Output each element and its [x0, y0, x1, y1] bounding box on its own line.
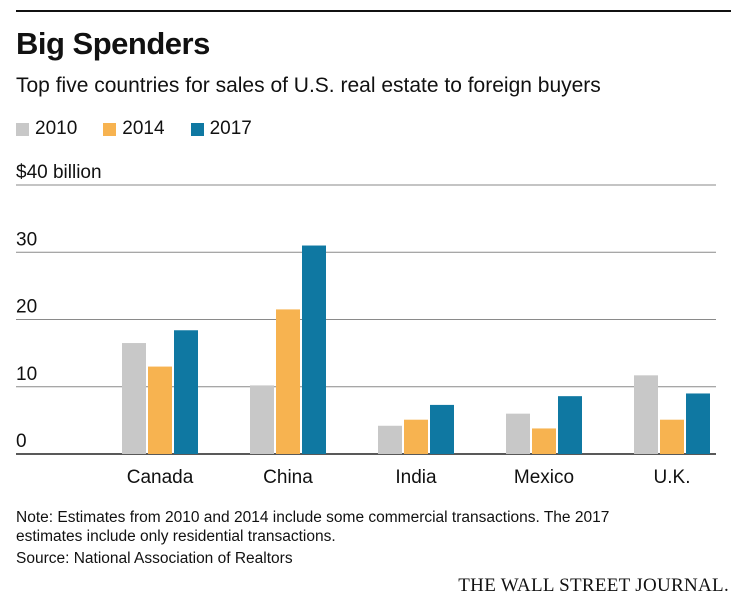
bar-china-2010: [250, 385, 274, 454]
legend-swatch-2010: [16, 122, 29, 136]
bar-india-2014: [404, 419, 428, 454]
bar-canada-2010: [122, 343, 146, 454]
y-tick-label: 20: [16, 297, 37, 318]
publisher-logo: THE WALL STREET JOURNAL.: [458, 575, 729, 596]
y-tick-label: $40 billion: [16, 162, 102, 183]
x-tick-label: Canada: [127, 467, 194, 488]
chart-note: Note: Estimates from 2010 and 2014 inclu…: [16, 508, 716, 546]
note-line-1: Note: Estimates from 2010 and 2014 inclu…: [16, 509, 610, 526]
chart-subtitle: Top five countries for sales of U.S. rea…: [16, 74, 601, 97]
legend-label-2017: 2017: [209, 118, 252, 139]
x-tick-label: India: [395, 467, 437, 488]
chart-source: Source: National Association of Realtors: [16, 550, 293, 567]
legend-label-2010: 2010: [35, 118, 78, 139]
bar-canada-2017: [174, 330, 198, 454]
bar-china-2014: [276, 309, 300, 454]
legend-label-2014: 2014: [122, 118, 165, 139]
bar-uk-2010: [634, 375, 658, 454]
x-tick-label: U.K.: [654, 467, 691, 488]
bar-india-2017: [430, 404, 454, 454]
chart-title: Big Spenders: [16, 26, 210, 61]
x-tick-label: Mexico: [514, 467, 574, 488]
bar-chart: 0 10 20 30 $40 billion Canada China India Mexico…: [16, 162, 716, 488]
legend: 2010 2014 2017: [16, 118, 252, 140]
bar-mexico-2010: [506, 413, 530, 454]
bar-india-2010: [378, 425, 402, 454]
legend-item-2014: 2014: [103, 118, 165, 140]
x-tick-label: China: [263, 467, 313, 488]
bar-china-2017: [302, 245, 326, 454]
legend-swatch-2014: [103, 122, 117, 136]
legend-item-2017: 2017: [190, 118, 252, 140]
note-line-2: estimates include only residential trans…: [16, 528, 336, 545]
top-rule: [16, 10, 731, 12]
bar-mexico-2017: [558, 396, 582, 454]
legend-swatch-2017: [190, 122, 204, 136]
bar-mexico-2014: [532, 428, 556, 454]
bar-canada-2014: [148, 366, 172, 454]
legend-item-2010: 2010: [16, 118, 77, 140]
y-tick-label: 30: [16, 229, 37, 250]
bar-uk-2017: [686, 393, 710, 454]
y-tick-label: 10: [16, 364, 37, 385]
y-tick-label: 0: [16, 431, 27, 452]
bar-uk-2014: [660, 419, 684, 454]
